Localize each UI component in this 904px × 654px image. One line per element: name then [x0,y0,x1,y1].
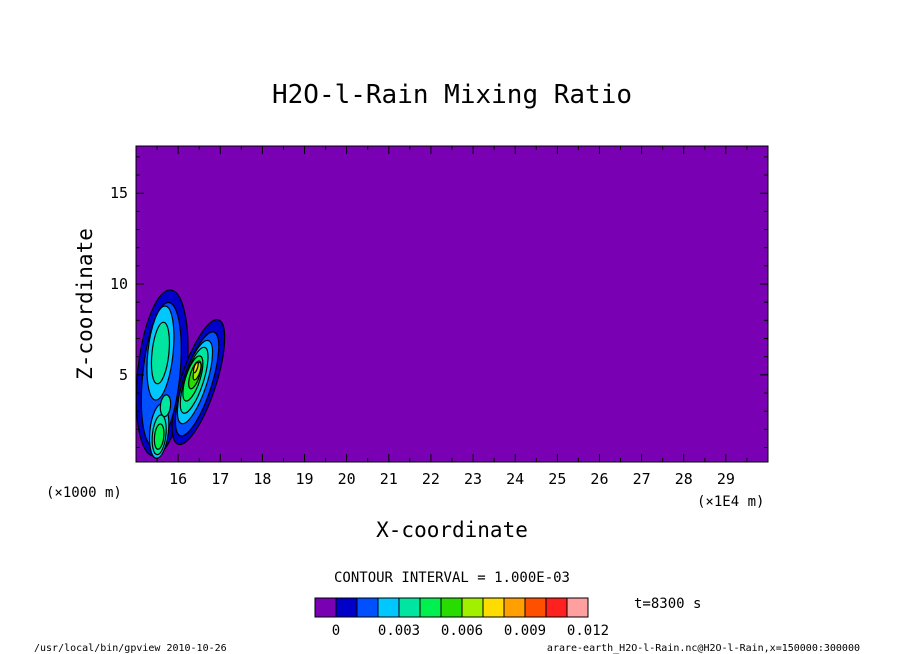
colorbar-swatch [398,597,421,618]
colorbar-label: 0.003 [378,623,420,639]
x-axis: 16 17 18 19 20 21 22 23 24 25 26 27 28 29 [135,146,769,488]
colorbar-swatch [440,597,463,618]
colorbar-swatch [503,597,526,618]
colorbar-swatch [461,597,484,618]
y-tick-label: 10 [110,275,128,293]
contour-interval-label: CONTOUR INTERVAL = 1.000E-03 [334,570,570,586]
x-axis-label: X-coordinate [376,518,528,542]
colorbar-swatch [356,597,379,618]
x-tick-label: 29 [717,470,735,488]
y-tick-label: 15 [110,184,128,202]
y-unit-label: (×1000 m) [46,485,122,501]
colorbar-swatch [482,597,505,618]
chart-title: H2O-l-Rain Mixing Ratio [272,80,632,110]
x-tick-label: 25 [548,470,566,488]
contour-field [136,289,226,459]
colorbar-swatch [377,597,400,618]
x-tick-label: 24 [506,470,524,488]
y-tick-label: 5 [119,366,128,384]
colorbar-label: 0.012 [567,623,609,639]
time-label: t=8300 s [634,596,701,612]
colorbar-swatch [545,597,568,618]
colorbar-swatch [335,597,358,618]
footer-left: /usr/local/bin/gpview 2010-10-26 [34,643,227,654]
contour-band [150,321,171,385]
x-tick-label: 22 [422,470,440,488]
colorbar-label: 0 [332,623,340,639]
x-tick-label: 20 [338,470,356,488]
colorbar-swatch [524,597,547,618]
contour-band [153,423,165,450]
plot-area [136,146,768,462]
x-tick-label: 28 [675,470,693,488]
colorbar-swatch [314,597,337,618]
footer-right: arare-earth_H2O-l-Rain.nc@H2O-l-Rain,x=1… [547,643,860,654]
x-tick-label: 21 [380,470,398,488]
contour-band [159,394,172,418]
x-tick-label: 27 [633,470,651,488]
colorbar-swatch [566,597,589,618]
x-tick-label: 19 [296,470,314,488]
x-tick-label: 26 [590,470,608,488]
contour-band [192,361,199,374]
x-tick-label: 17 [211,470,229,488]
x-unit-label: (×1E4 m) [697,494,764,510]
colorbar-labels: 0 0.003 0.006 0.009 0.012 [332,623,609,639]
colorbar-label: 0.009 [504,623,546,639]
colorbar-swatch [419,597,442,618]
x-tick-label: 16 [169,470,187,488]
y-axis-label: Z-coordinate [73,228,97,380]
x-tick-label: 18 [253,470,271,488]
y-axis: 5 10 15 [110,156,768,448]
colorbar [314,597,589,618]
x-tick-label: 23 [464,470,482,488]
colorbar-label: 0.006 [441,623,483,639]
